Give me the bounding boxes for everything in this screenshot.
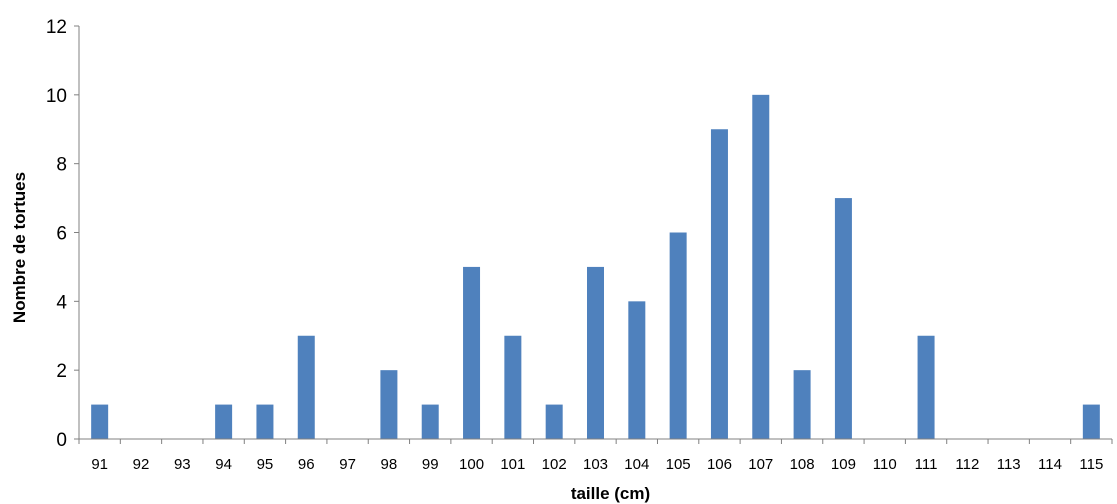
x-tick-label: 107 bbox=[748, 456, 773, 473]
x-tick-label: 115 bbox=[1079, 456, 1103, 473]
x-tick-label: 92 bbox=[133, 456, 150, 473]
x-tick-label: 105 bbox=[666, 456, 691, 473]
x-tick-label: 93 bbox=[174, 456, 191, 473]
x-tick-label: 108 bbox=[790, 456, 815, 473]
x-tick-label: 99 bbox=[422, 456, 439, 473]
x-tick-labels: 91 92 93 94 95 96 97 98 99 100 101 102 103 104 105 106 1… bbox=[91, 456, 1103, 473]
y-tick-label: 4 bbox=[56, 292, 67, 313]
y-axis-title: Nombre de tortues bbox=[10, 172, 29, 323]
bar-98 bbox=[380, 370, 398, 439]
x-tick-label: 94 bbox=[215, 456, 232, 473]
x-axis-title: taille (cm) bbox=[571, 484, 650, 503]
x-tick-label: 95 bbox=[257, 456, 274, 473]
bar-100 bbox=[463, 266, 481, 439]
y-tick-label: 12 bbox=[46, 17, 67, 38]
x-tick-marks bbox=[78, 439, 1113, 444]
bar-95 bbox=[256, 404, 274, 439]
bar-105 bbox=[669, 232, 687, 439]
x-tick-label: 112 bbox=[955, 456, 979, 473]
x-tick-label: 110 bbox=[873, 456, 897, 473]
bars-group bbox=[91, 94, 1100, 439]
bar-91 bbox=[91, 404, 109, 439]
x-tick-label: 91 bbox=[91, 456, 108, 473]
x-tick-label: 102 bbox=[542, 456, 567, 473]
y-tick-label: 10 bbox=[46, 86, 67, 107]
y-tick-label: 0 bbox=[56, 430, 67, 451]
bar-99 bbox=[421, 404, 439, 439]
bar-103 bbox=[587, 266, 604, 439]
bar-109 bbox=[834, 198, 852, 439]
x-tick-label: 104 bbox=[624, 456, 649, 473]
bar-111 bbox=[917, 335, 935, 439]
x-tick-label: 103 bbox=[583, 456, 608, 473]
y-tick-label: 2 bbox=[56, 361, 67, 382]
bar-96 bbox=[297, 335, 315, 439]
y-tick-label: 6 bbox=[56, 224, 67, 245]
x-tick-label: 98 bbox=[381, 456, 398, 473]
y-tick-label: 8 bbox=[56, 155, 67, 176]
x-tick-label: 113 bbox=[997, 456, 1021, 473]
x-tick-label: 101 bbox=[500, 456, 525, 473]
y-tick-labels: 0 2 4 6 8 10 12 bbox=[46, 17, 79, 451]
bar-107 bbox=[752, 94, 770, 439]
bar-101 bbox=[504, 335, 522, 439]
x-tick-label: 114 bbox=[1038, 456, 1062, 473]
bar-94 bbox=[215, 404, 233, 439]
x-tick-label: 111 bbox=[915, 456, 938, 473]
x-tick-label: 97 bbox=[339, 456, 356, 473]
bar-102 bbox=[545, 404, 563, 439]
bar-108 bbox=[793, 370, 811, 439]
x-tick-label: 96 bbox=[298, 456, 315, 473]
x-tick-label: 100 bbox=[459, 456, 484, 473]
bar-104 bbox=[628, 301, 646, 439]
bar-106 bbox=[710, 129, 728, 439]
x-tick-label: 106 bbox=[707, 456, 732, 473]
bar-115 bbox=[1082, 404, 1100, 439]
x-tick-label: 109 bbox=[831, 456, 856, 473]
